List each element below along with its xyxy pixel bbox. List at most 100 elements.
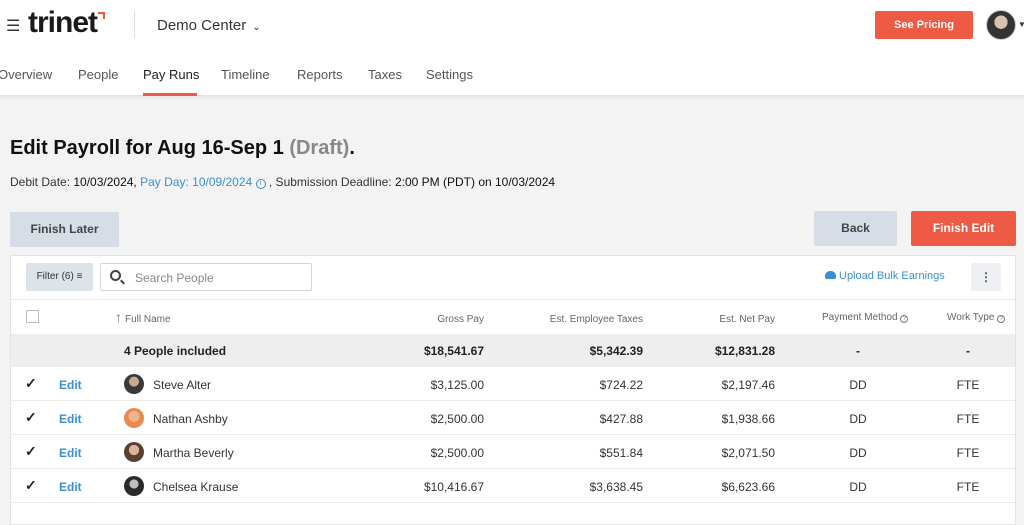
est-employee-taxes: $551.84	[599, 446, 643, 460]
hamburger-menu-icon[interactable]: ☰	[6, 18, 21, 35]
payment-method: DD	[849, 412, 867, 426]
summary-est-employee-taxes: $5,342.39	[589, 344, 643, 358]
row-checkbox[interactable]: ✓	[25, 443, 37, 459]
table-row: ✓ Edit Chelsea Krause $10,416.67 $3,638.…	[11, 469, 1015, 503]
upload-label: Upload Bulk Earnings	[839, 270, 945, 282]
back-button[interactable]: Back	[814, 211, 897, 246]
work-type: FTE	[956, 378, 980, 392]
caret-down-icon[interactable]: ▼	[1018, 20, 1024, 29]
est-employee-taxes: $427.88	[599, 412, 643, 426]
est-net-pay: $2,197.46	[721, 378, 775, 392]
payroll-table-card: Filter (6) ≡ Upload Bulk Earnings ⋮ ↑ Fu…	[10, 255, 1016, 525]
company-selector[interactable]: Demo Center ⌄	[157, 17, 261, 34]
header-payment-method[interactable]: Payment Method ?	[822, 312, 909, 323]
summary-payment-method: -	[856, 344, 860, 358]
employee-name: Nathan Ashby	[153, 412, 228, 426]
header-work-type[interactable]: Work Type ?	[947, 312, 1006, 323]
page-title-text: Edit Payroll for Aug 16-Sep 1	[10, 137, 284, 159]
table-row: ✓ Edit Steve Alter $3,125.00 $724.22 $2,…	[11, 367, 1015, 401]
tab-people[interactable]: People	[78, 67, 119, 82]
work-type: FTE	[956, 412, 980, 426]
work-type-label: Work Type	[947, 312, 995, 323]
payment-method-label: Payment Method	[822, 312, 898, 323]
see-pricing-button[interactable]: See Pricing	[875, 11, 973, 39]
work-type: FTE	[956, 446, 980, 460]
tab-settings[interactable]: Settings	[426, 67, 473, 82]
summary-row: 4 People included $18,541.67 $5,342.39 $…	[11, 334, 1015, 367]
employee-name: Steve Alter	[153, 378, 212, 392]
select-all-checkbox[interactable]	[26, 310, 39, 323]
gross-pay: $10,416.67	[423, 480, 484, 494]
payment-method: DD	[849, 446, 867, 460]
tab-pay-runs[interactable]: Pay Runs	[143, 67, 200, 82]
deadline-label: , Submission Deadline:	[268, 175, 392, 189]
filter-button[interactable]: Filter (6) ≡	[26, 263, 93, 291]
title-period: .	[349, 137, 355, 159]
est-employee-taxes: $724.22	[599, 378, 643, 392]
employee-name: Chelsea Krause	[153, 480, 239, 494]
gross-pay: $2,500.00	[430, 446, 484, 460]
tab-reports[interactable]: Reports	[297, 67, 343, 82]
finish-later-button[interactable]: Finish Later	[10, 212, 119, 247]
chevron-down-icon: ⌄	[252, 22, 261, 33]
payment-method: DD	[849, 378, 867, 392]
deadline-value: 2:00 PM (PDT) on 10/03/2024	[394, 175, 556, 189]
header-est-net-pay[interactable]: Est. Net Pay	[719, 314, 775, 325]
header-gross-pay[interactable]: Gross Pay	[437, 314, 484, 325]
employee-name: Martha Beverly	[153, 446, 234, 460]
table-row: ✓ Edit Nathan Ashby $2,500.00 $427.88 $1…	[11, 401, 1015, 435]
row-checkbox[interactable]: ✓	[25, 477, 37, 493]
pay-day: Pay Day: 10/09/2024	[140, 175, 253, 189]
finish-edit-button[interactable]: Finish Edit	[911, 211, 1016, 246]
info-icon[interactable]: i	[255, 179, 266, 189]
more-options-button[interactable]: ⋮	[971, 263, 1001, 291]
summary-work-type: -	[966, 344, 970, 358]
est-net-pay: $2,071.50	[721, 446, 775, 460]
gross-pay: $2,500.00	[430, 412, 484, 426]
payment-method: DD	[849, 480, 867, 494]
table-header: ↑ Full Name Gross Pay Est. Employee Taxe…	[11, 299, 1015, 333]
edit-link[interactable]: Edit	[59, 412, 82, 426]
search-input[interactable]	[135, 269, 305, 287]
tab-timeline[interactable]: Timeline	[221, 67, 270, 82]
edit-link[interactable]: Edit	[59, 480, 82, 494]
active-tab-indicator	[143, 93, 197, 96]
work-type: FTE	[956, 480, 980, 494]
payroll-dates-line: Debit Date: 10/03/2024, Pay Day: 10/09/2…	[10, 175, 555, 189]
filter-label: Filter (6)	[36, 271, 74, 282]
employee-avatar	[124, 408, 144, 428]
row-checkbox[interactable]: ✓	[25, 375, 37, 391]
employee-avatar	[124, 374, 144, 394]
draft-status: (Draft)	[289, 137, 350, 159]
edit-link[interactable]: Edit	[59, 378, 82, 392]
help-icon[interactable]: ?	[900, 315, 909, 323]
est-net-pay: $1,938.66	[721, 412, 775, 426]
upload-bulk-earnings-link[interactable]: Upload Bulk Earnings	[825, 270, 945, 282]
sort-arrow-icon[interactable]: ↑	[115, 309, 122, 325]
search-icon	[110, 270, 121, 281]
company-name: Demo Center	[157, 17, 247, 34]
tab-taxes[interactable]: Taxes	[368, 67, 402, 82]
help-icon[interactable]: ?	[997, 315, 1006, 323]
employee-avatar	[124, 442, 144, 462]
employee-avatar	[124, 476, 144, 496]
cloud-upload-icon	[825, 271, 836, 279]
edit-link[interactable]: Edit	[59, 446, 82, 460]
main-nav: Overview People Pay Runs Timeline Report…	[0, 52, 1024, 96]
logo-mark-icon	[98, 12, 105, 19]
header-full-name[interactable]: Full Name	[125, 314, 171, 325]
summary-label: 4 People included	[124, 344, 227, 358]
logo-text: trinet	[28, 6, 98, 39]
summary-gross-pay: $18,541.67	[423, 344, 484, 358]
filter-icon: ≡	[76, 271, 83, 282]
header-est-employee-taxes[interactable]: Est. Employee Taxes	[549, 314, 643, 325]
trinet-logo[interactable]: trinet	[28, 6, 105, 40]
est-net-pay: $6,623.66	[721, 480, 775, 494]
search-box[interactable]	[100, 263, 312, 291]
table-row: ✓ Edit Martha Beverly $2,500.00 $551.84 …	[11, 435, 1015, 469]
user-avatar[interactable]	[986, 10, 1016, 40]
page-title: Edit Payroll for Aug 16-Sep 1 (Draft).	[10, 137, 355, 160]
debit-date-label: Debit Date:	[10, 175, 71, 189]
tab-overview[interactable]: Overview	[0, 67, 53, 82]
row-checkbox[interactable]: ✓	[25, 409, 37, 425]
